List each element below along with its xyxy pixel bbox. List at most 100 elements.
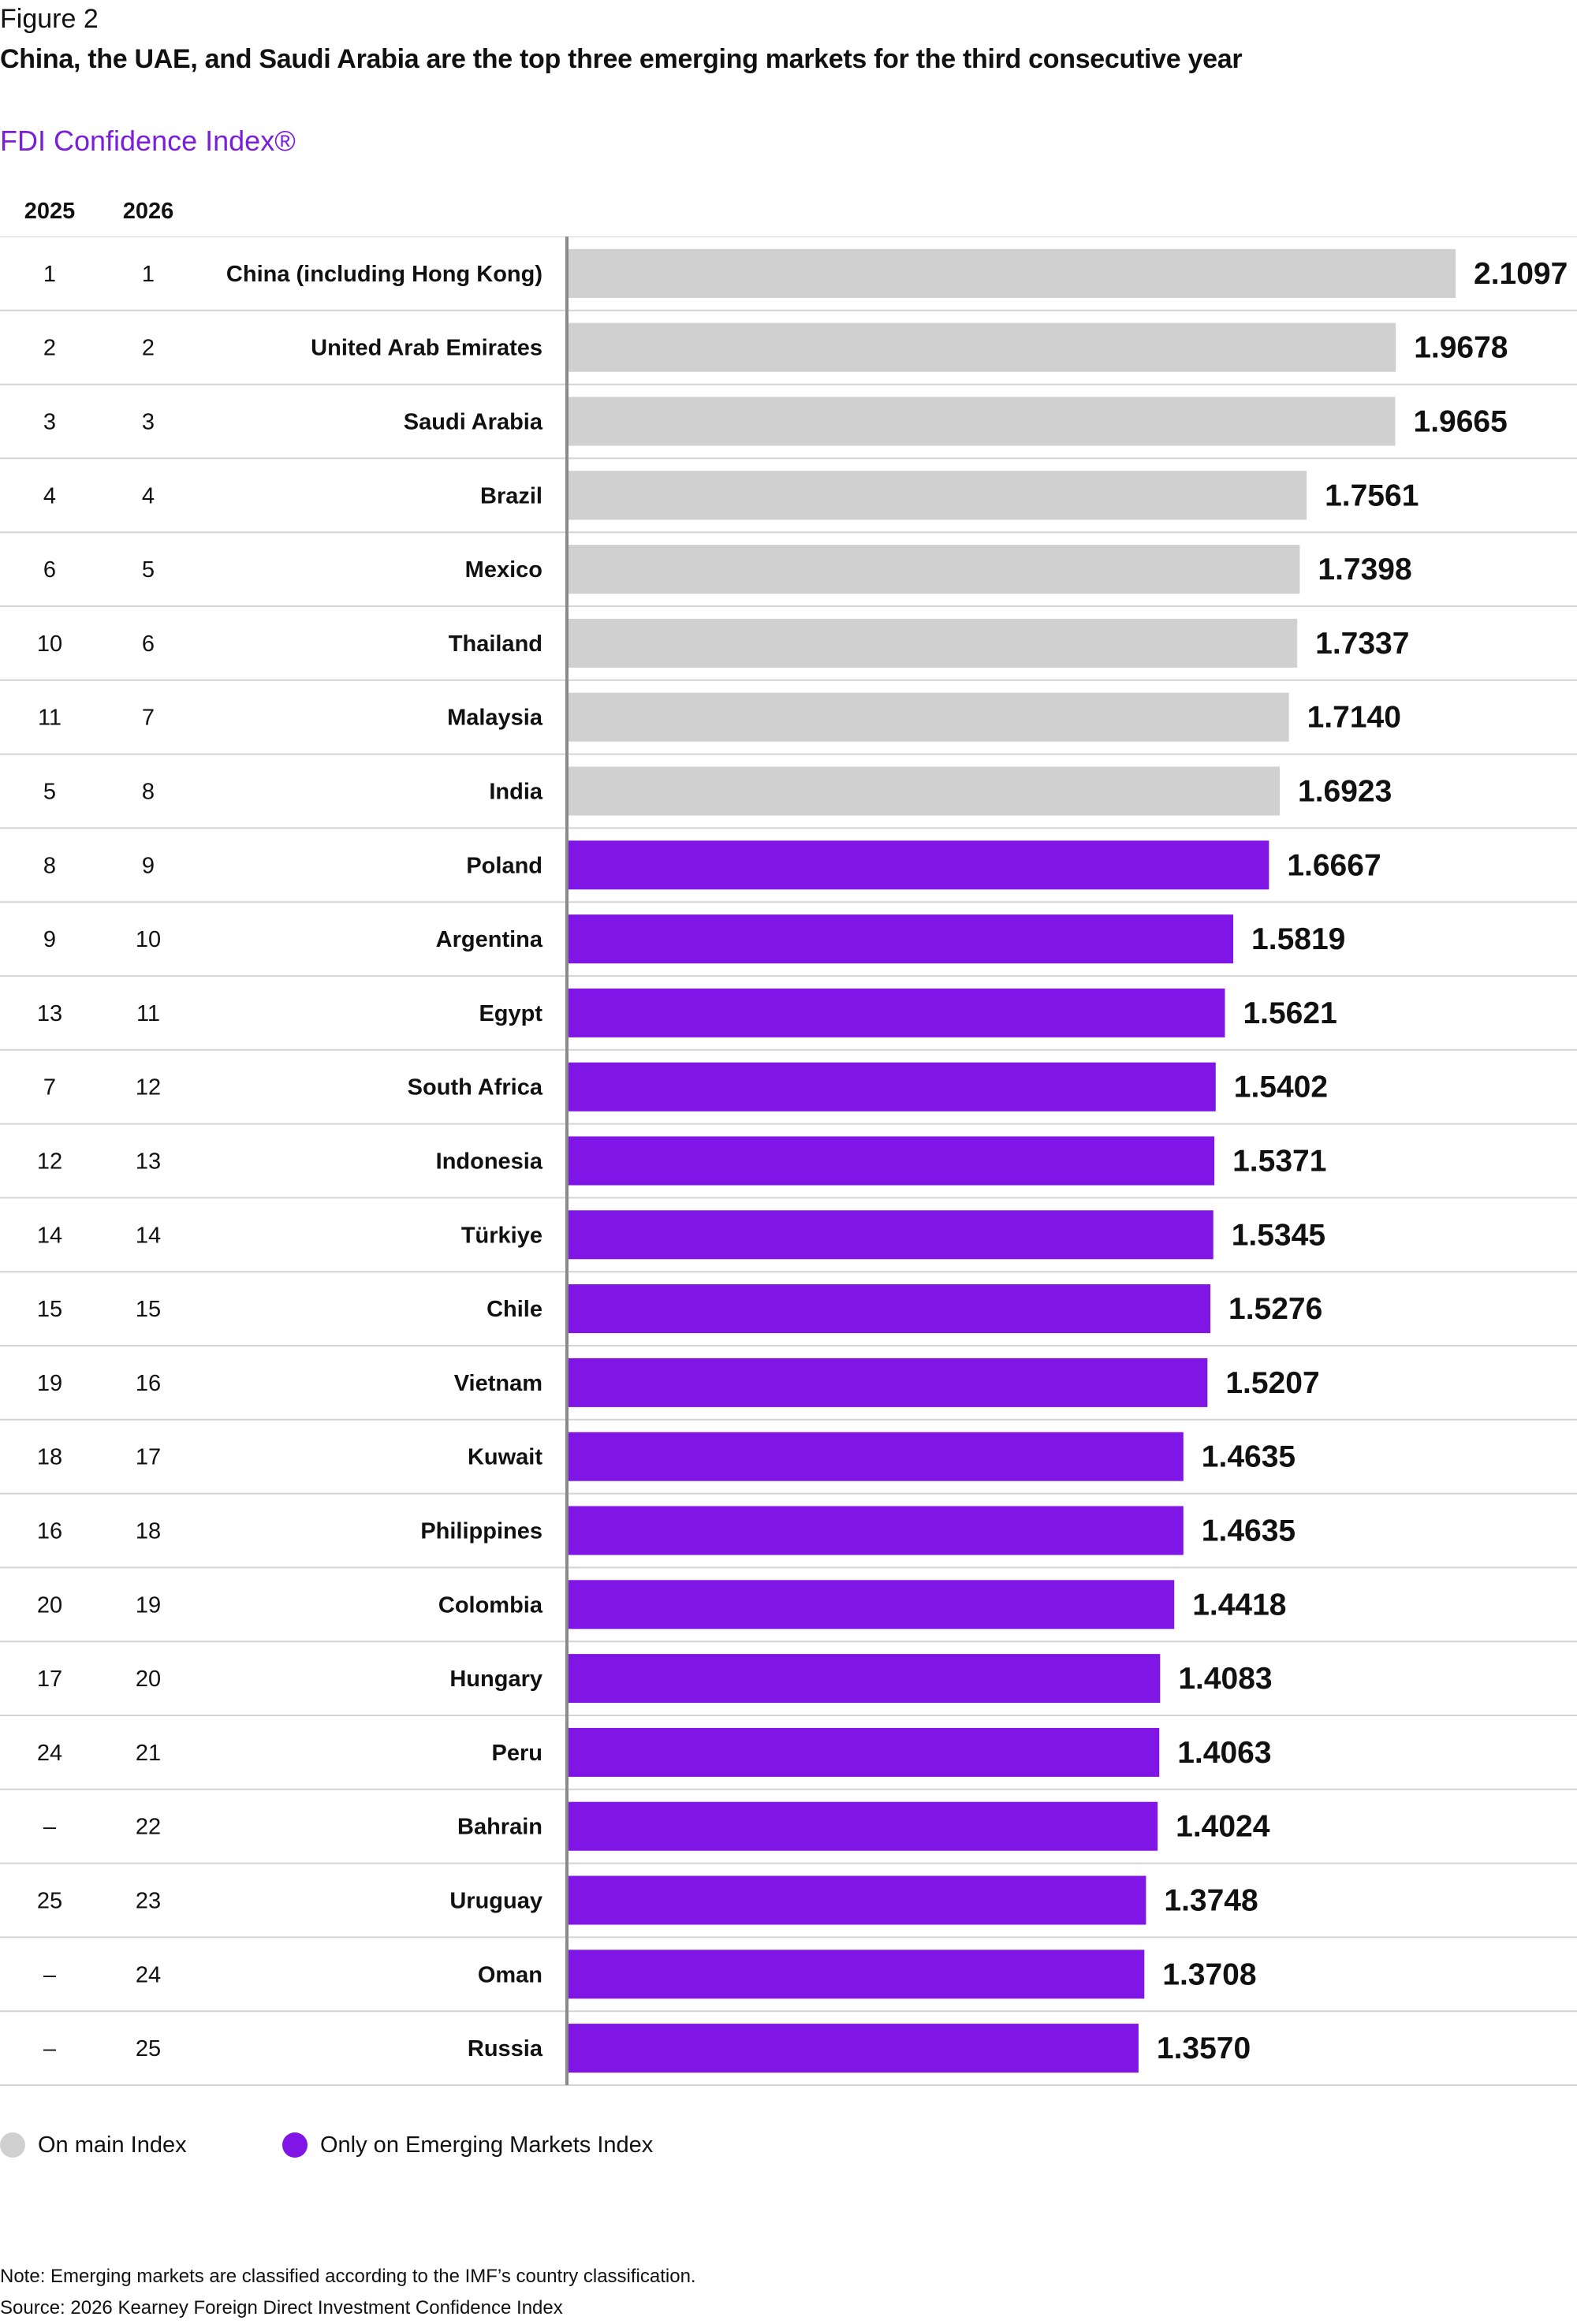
country-label: Colombia xyxy=(438,1592,543,1618)
bar xyxy=(567,1432,1184,1481)
bar xyxy=(567,840,1269,890)
value-label: 1.7561 xyxy=(1325,479,1419,512)
bar xyxy=(567,1580,1175,1629)
rank-2026: 6 xyxy=(142,631,155,657)
rank-2026: 12 xyxy=(136,1075,161,1101)
rank-2026: 19 xyxy=(136,1592,161,1618)
bar xyxy=(567,766,1281,816)
rank-2026: 7 xyxy=(142,706,155,731)
rank-2026: 16 xyxy=(136,1371,161,1396)
value-label: 1.4024 xyxy=(1176,1810,1270,1844)
rank-2026: 2 xyxy=(142,336,155,361)
value-label: 1.3570 xyxy=(1157,2032,1251,2065)
country-label: Hungary xyxy=(449,1667,542,1692)
rank-2026: 5 xyxy=(142,557,155,583)
figure-label: Figure 2 xyxy=(0,4,99,34)
rank-2025: 24 xyxy=(37,1741,62,1766)
value-label: 1.5621 xyxy=(1243,996,1337,1030)
bar xyxy=(567,914,1234,964)
country-label: Türkiye xyxy=(461,1223,542,1248)
bar xyxy=(567,471,1307,520)
value-label: 1.4418 xyxy=(1192,1588,1286,1622)
country-label: Bahrain xyxy=(457,1815,542,1840)
rank-2025: 19 xyxy=(37,1371,62,1396)
bar xyxy=(567,322,1396,372)
bar xyxy=(567,248,1456,298)
bar xyxy=(567,988,1225,1037)
value-label: 1.7140 xyxy=(1307,701,1401,735)
country-label: Indonesia xyxy=(436,1149,543,1175)
country-label: Brazil xyxy=(480,483,542,508)
rank-2025: 4 xyxy=(43,483,56,508)
bar xyxy=(567,1654,1161,1704)
rank-2025: 8 xyxy=(43,853,56,878)
country-label: Uruguay xyxy=(449,1889,542,1914)
rank-2025: 2 xyxy=(43,336,56,361)
country-label: Oman xyxy=(478,1962,542,1987)
country-label: Malaysia xyxy=(447,706,543,731)
legend-swatch-main xyxy=(0,2132,25,2158)
rank-2025: 18 xyxy=(37,1445,62,1470)
bar xyxy=(567,2024,1139,2073)
rank-2025: 16 xyxy=(37,1519,62,1544)
column-header-2026: 2026 xyxy=(122,199,174,224)
rank-2026: 4 xyxy=(142,483,155,508)
rank-2026: 18 xyxy=(136,1519,161,1544)
rank-2025: 12 xyxy=(37,1149,62,1175)
rank-2025: 25 xyxy=(37,1889,62,1914)
value-label: 1.4635 xyxy=(1202,1440,1296,1474)
rank-2026: 15 xyxy=(136,1297,161,1322)
value-label: 1.5819 xyxy=(1251,922,1345,956)
value-label: 1.5207 xyxy=(1225,1366,1319,1400)
rank-2026: 20 xyxy=(136,1667,161,1692)
rank-2026: 8 xyxy=(142,780,155,805)
rank-2025: 11 xyxy=(38,706,62,731)
value-label: 1.6667 xyxy=(1287,848,1381,882)
rank-2025: 17 xyxy=(37,1667,62,1692)
country-label: China (including Hong Kong) xyxy=(226,262,542,287)
country-label: South Africa xyxy=(408,1075,543,1101)
value-label: 1.3748 xyxy=(1164,1884,1258,1918)
value-label: 1.9665 xyxy=(1414,405,1508,439)
rank-2025: 13 xyxy=(37,1001,62,1026)
country-label: Thailand xyxy=(449,631,542,657)
column-header-2025: 2025 xyxy=(24,199,76,224)
country-label: Chile xyxy=(487,1297,542,1322)
legend-item-main: On main Index xyxy=(0,2129,187,2161)
rank-2026: 3 xyxy=(142,410,155,435)
bar xyxy=(567,1284,1211,1334)
country-label: India xyxy=(489,780,543,805)
rank-2025: – xyxy=(43,1962,57,1987)
value-label: 1.4063 xyxy=(1177,1736,1271,1770)
bar xyxy=(567,1727,1160,1777)
rank-2026: 14 xyxy=(136,1223,161,1248)
rank-2025: 20 xyxy=(37,1592,62,1618)
legend-label-emerging: Only on Emerging Markets Index xyxy=(320,2132,654,2158)
bar xyxy=(567,1950,1145,1999)
rank-2025: 3 xyxy=(43,410,56,435)
rank-2026: 1 xyxy=(142,262,155,287)
value-label: 1.4635 xyxy=(1202,1514,1296,1548)
rank-2025: 15 xyxy=(37,1297,62,1322)
rank-2025: 10 xyxy=(37,631,62,657)
value-label: 1.5402 xyxy=(1234,1071,1328,1104)
bar xyxy=(567,1358,1208,1407)
rank-2025: 14 xyxy=(37,1223,62,1248)
rank-2025: – xyxy=(43,2036,57,2061)
bar xyxy=(567,1801,1158,1851)
bar xyxy=(567,692,1289,742)
rank-2026: 17 xyxy=(136,1445,161,1470)
country-label: Saudi Arabia xyxy=(404,410,543,435)
country-label: United Arab Emirates xyxy=(311,336,542,361)
country-label: Mexico xyxy=(465,557,542,583)
value-label: 1.4083 xyxy=(1178,1662,1272,1696)
bar xyxy=(567,397,1396,446)
rank-2026: 23 xyxy=(136,1889,161,1914)
country-label: Poland xyxy=(466,853,542,878)
country-label: Russia xyxy=(468,2036,543,2061)
value-label: 1.6923 xyxy=(1298,775,1392,809)
country-label: Vietnam xyxy=(454,1371,542,1396)
bar xyxy=(567,1062,1216,1112)
rank-2026: 25 xyxy=(136,2036,161,2061)
